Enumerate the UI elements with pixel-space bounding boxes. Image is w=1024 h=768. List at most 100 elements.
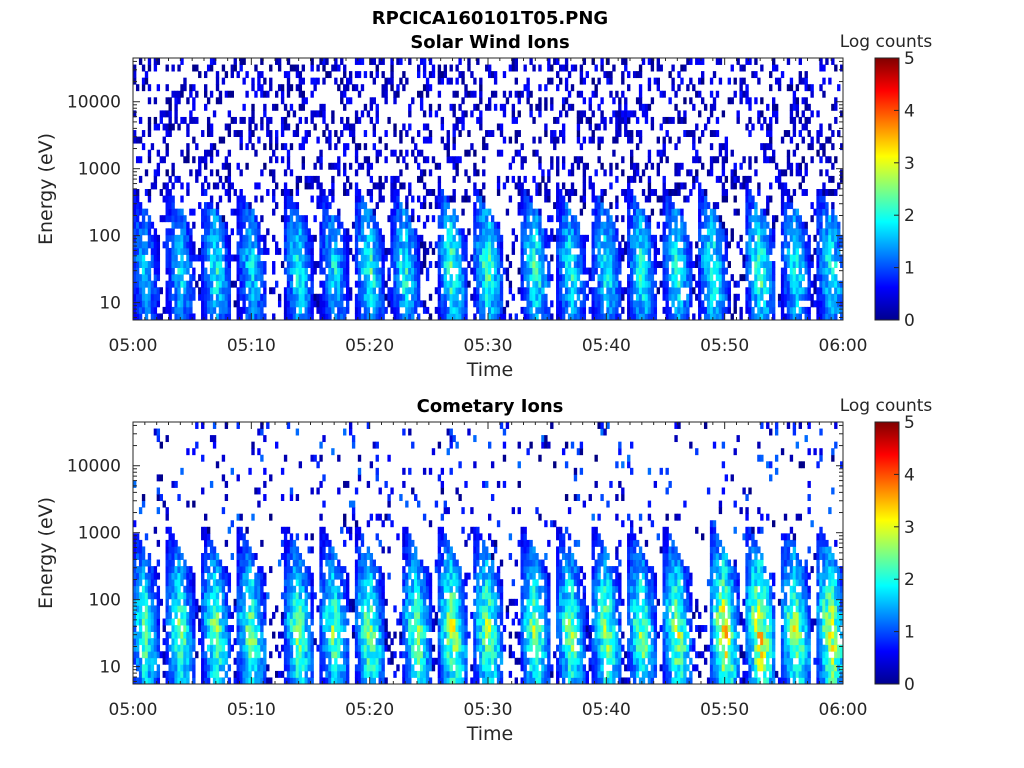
spectrogram-cell (375, 293, 379, 301)
spectrogram-cell (561, 254, 566, 262)
spectrogram-cell (606, 208, 610, 216)
spectrogram-cell (204, 306, 208, 314)
spectrogram-cell (804, 103, 808, 111)
spectrogram-cell (786, 293, 791, 301)
spectrogram-cell (606, 254, 610, 262)
spectrogram-cell (715, 228, 720, 236)
spectrogram-cell (283, 241, 288, 249)
spectrogram-cell (153, 175, 158, 183)
spectrogram-cell (319, 103, 323, 111)
spectrogram-cell (133, 221, 137, 229)
spectrogram-cell (171, 247, 175, 255)
spectrogram-cell (224, 234, 229, 242)
spectrogram-cell (437, 202, 442, 210)
spectrogram-cell (189, 116, 193, 124)
spectrogram-cell (180, 149, 184, 157)
spectrogram-cell (428, 241, 433, 249)
spectrogram-cell (488, 228, 492, 236)
spectrogram-cell (493, 287, 498, 295)
spectrogram-cell (319, 149, 323, 157)
spectrogram-cell (133, 274, 137, 282)
spectrogram-cell (204, 241, 208, 249)
spectrogram-cell (505, 267, 510, 275)
spectrogram-cell (236, 261, 240, 268)
spectrogram-cell (343, 267, 347, 275)
spectrogram-cell (393, 189, 397, 196)
spectrogram-cell (632, 195, 637, 203)
spectrogram-cell (526, 261, 530, 268)
spectrogram-cell (227, 293, 232, 301)
spectrogram-cell (387, 267, 391, 275)
spectrogram-cell (174, 261, 178, 268)
spectrogram-cell (272, 208, 276, 216)
spectrogram-cell (721, 234, 726, 242)
spectrogram-cell (301, 97, 305, 105)
spectrogram-cell (251, 306, 255, 314)
spectrogram-cell (485, 293, 489, 301)
spectrogram-cell (517, 267, 521, 275)
spectrogram-cell (647, 300, 652, 308)
spectrogram-cell (334, 267, 338, 275)
spectrogram-cell (272, 195, 276, 203)
spectrogram-cell (490, 130, 495, 137)
spectrogram-cell (198, 254, 202, 262)
spectrogram-cell (754, 280, 758, 288)
spectrogram-cell (647, 189, 652, 196)
spectrogram-cell (594, 169, 598, 177)
spectrogram-cell (384, 77, 388, 85)
spectrogram-cell (718, 274, 723, 282)
spectrogram-cell (153, 572, 158, 580)
spectrogram-cell (449, 77, 453, 85)
spectrogram-cell (742, 77, 746, 85)
spectrogram-cell (402, 280, 406, 288)
spectrogram-cell (686, 300, 690, 308)
spectrogram-cell (292, 267, 297, 275)
spectrogram-cell (275, 156, 279, 164)
spectrogram-cell (810, 261, 814, 268)
spectrogram-cell (706, 300, 711, 308)
spectrogram-cell (183, 156, 187, 164)
spectrogram-cell (322, 234, 326, 242)
spectrogram-cell (313, 110, 317, 118)
spectrogram-cell (473, 182, 477, 190)
spectrogram-cell (488, 274, 492, 282)
spectrogram-cell (594, 90, 598, 98)
spectrogram-cell (399, 234, 403, 242)
spectrogram-cell (156, 598, 161, 606)
spectrogram-cell (334, 234, 338, 242)
spectrogram-cell (496, 267, 501, 275)
spectrogram-cell (461, 254, 465, 262)
spectrogram-cell (452, 293, 456, 301)
spectrogram-cell (701, 221, 705, 229)
spectrogram-cell (526, 77, 530, 85)
spectrogram-cell (275, 58, 279, 65)
spectrogram-cell (357, 221, 362, 229)
spectrogram-cell (621, 287, 625, 295)
spectrogram-cell (594, 293, 598, 301)
spectrogram-cell (147, 287, 152, 295)
spectrogram-cell (254, 149, 258, 157)
spectrogram-cell (721, 267, 726, 275)
spectrogram-cell (712, 130, 717, 137)
spectrogram-cell (375, 156, 379, 164)
spectrogram-cell (715, 313, 720, 321)
spectrogram-cell (783, 241, 788, 249)
spectrogram-cell (209, 293, 214, 301)
spectrogram-cell (780, 208, 785, 216)
spectrogram-cell (766, 254, 770, 262)
spectrogram-cell (644, 103, 649, 111)
spectrogram-cell (567, 221, 572, 229)
spectrogram-cell (609, 202, 613, 210)
spectrogram-cell (517, 175, 521, 183)
spectrogram-cell (715, 130, 720, 137)
spectrogram-cell (561, 247, 566, 255)
spectrogram-cell (133, 306, 137, 314)
spectrogram-cell (310, 58, 314, 65)
spectrogram-cell (133, 638, 137, 646)
spectrogram-cell (319, 156, 323, 164)
spectrogram-cell (260, 169, 264, 177)
spectrogram-cell (582, 202, 587, 210)
spectrogram-cell (772, 58, 776, 65)
spectrogram-cell (464, 254, 468, 262)
spectrogram-cell (393, 234, 397, 242)
